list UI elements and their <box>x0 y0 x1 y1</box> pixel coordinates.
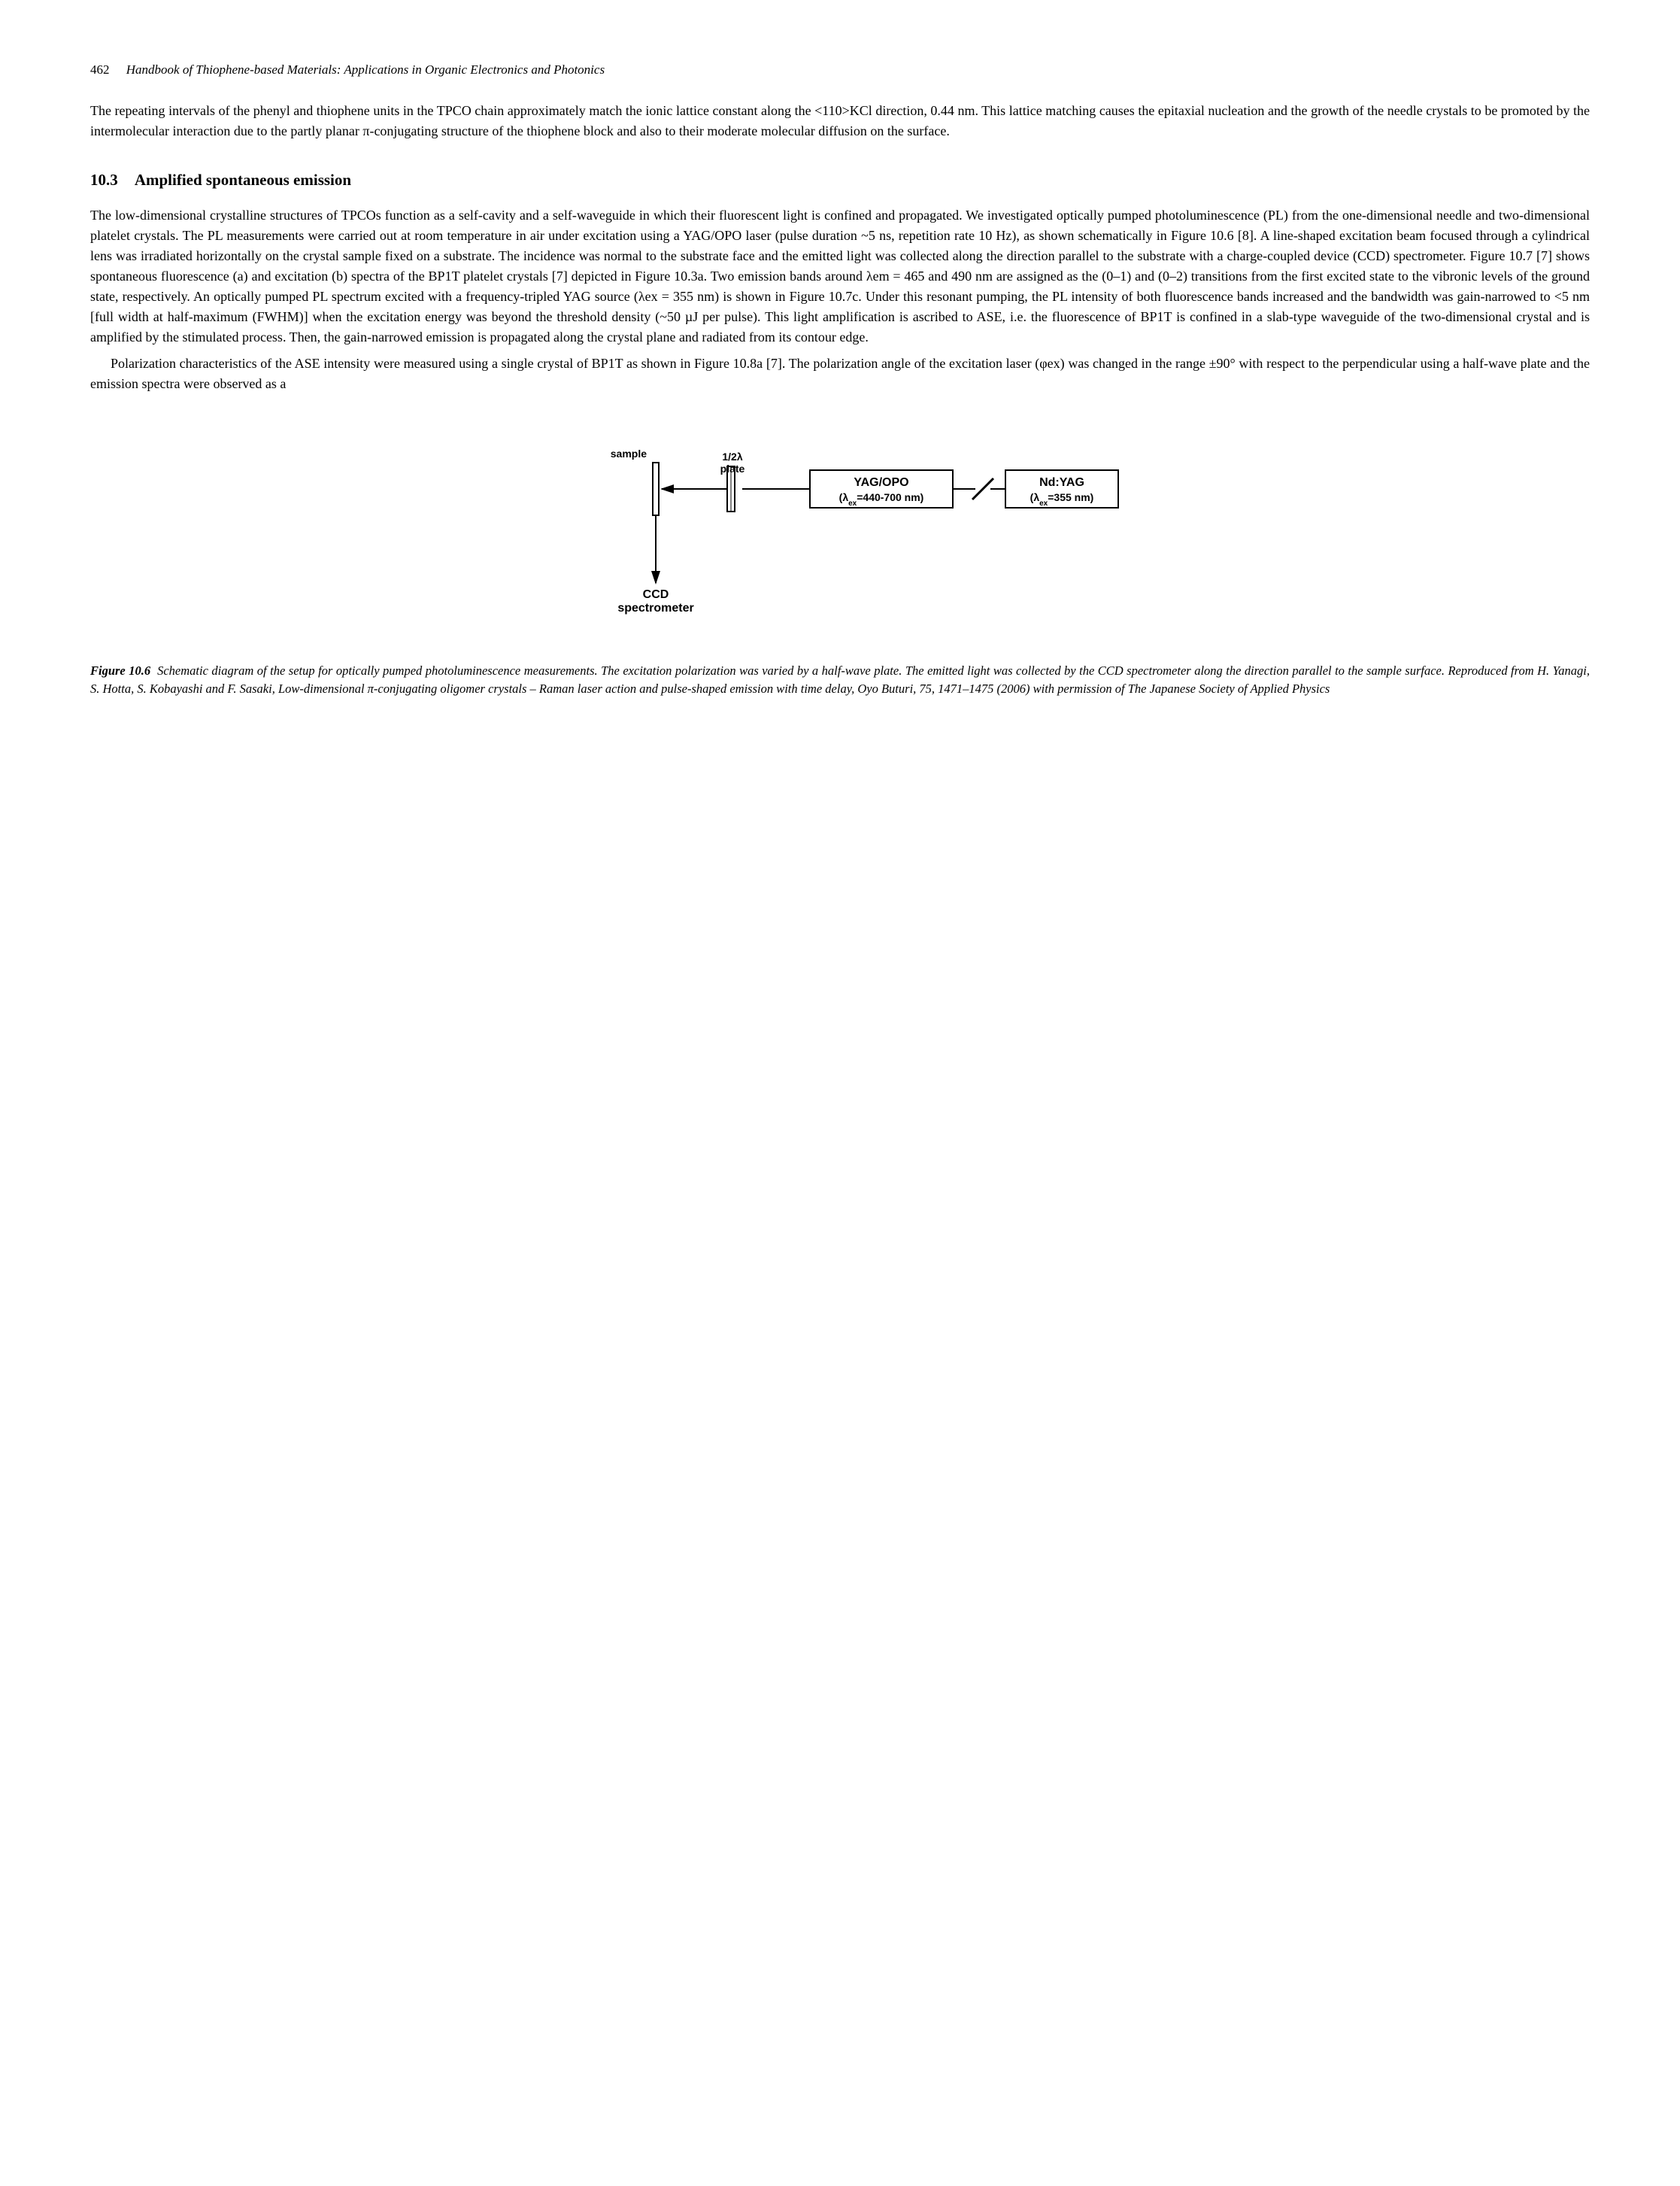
svg-text:YAG/OPO: YAG/OPO <box>854 476 908 489</box>
section-title: Amplified spontaneous emission <box>135 171 351 189</box>
section-number: 10.3 <box>90 171 118 189</box>
figure-diagram: YAG/OPO(λex=440-700 nm)Nd:YAG(λex=355 nm… <box>554 421 1126 647</box>
intro-paragraph: The repeating intervals of the phenyl an… <box>90 101 1590 141</box>
figure-caption-label: Figure 10.6 <box>90 663 150 678</box>
running-header-text: Handbook of Thiophene-based Materials: A… <box>126 62 605 77</box>
page-number: 462 <box>90 62 110 77</box>
body-paragraph-1: The low-dimensional crystalline structur… <box>90 205 1590 348</box>
svg-text:plate: plate <box>720 463 745 475</box>
svg-text:CCD: CCD <box>643 588 669 601</box>
figure-caption-text: Schematic diagram of the setup for optic… <box>90 663 1590 696</box>
figure-caption: Figure 10.6 Schematic diagram of the set… <box>90 662 1590 698</box>
body-paragraph-2: Polarization characteristics of the ASE … <box>90 354 1590 394</box>
svg-text:1/2λ: 1/2λ <box>722 451 742 463</box>
svg-text:sample: sample <box>611 448 647 460</box>
svg-text:Nd:YAG: Nd:YAG <box>1039 476 1084 489</box>
figure-10-6: YAG/OPO(λex=440-700 nm)Nd:YAG(λex=355 nm… <box>90 421 1590 698</box>
section-heading: 10.3 Amplified spontaneous emission <box>90 169 1590 193</box>
svg-text:spectrometer: spectrometer <box>617 602 693 615</box>
running-header: 462 Handbook of Thiophene-based Material… <box>90 60 1590 80</box>
